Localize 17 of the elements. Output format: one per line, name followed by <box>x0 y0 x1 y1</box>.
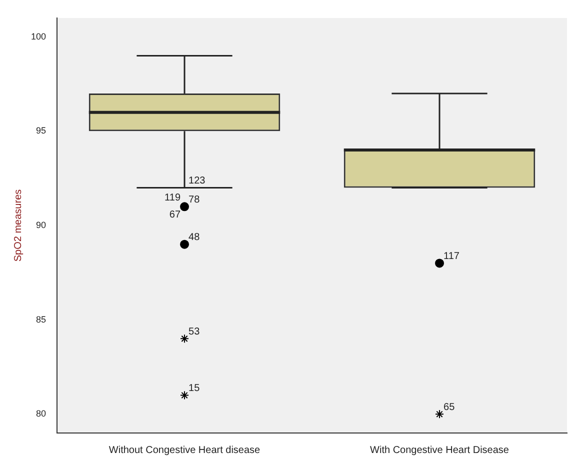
y-tick-label: 100 <box>30 31 46 42</box>
x-tick-label: With Congestive Heart Disease <box>370 444 510 456</box>
y-tick-label: 85 <box>36 314 46 324</box>
annotation: 53 <box>188 326 200 338</box>
annotation: 67 <box>169 209 181 220</box>
y-tick-label: 90 <box>36 220 46 230</box>
annotation: 78 <box>188 194 200 206</box>
x-tick-label: Without Congestive Heart disease <box>108 444 261 456</box>
annotation: 123 <box>188 176 206 187</box>
y-tick-label: 95 <box>36 126 46 136</box>
annotation: 48 <box>188 232 200 244</box>
y-axis-title: SpO2 measures <box>12 189 24 262</box>
annotation: 65 <box>444 402 456 413</box>
annotation: 117 <box>444 250 460 262</box>
y-tick-label: 80 <box>36 408 46 419</box>
annotation: 15 <box>188 383 200 394</box>
annotation: 119 <box>164 192 181 204</box>
